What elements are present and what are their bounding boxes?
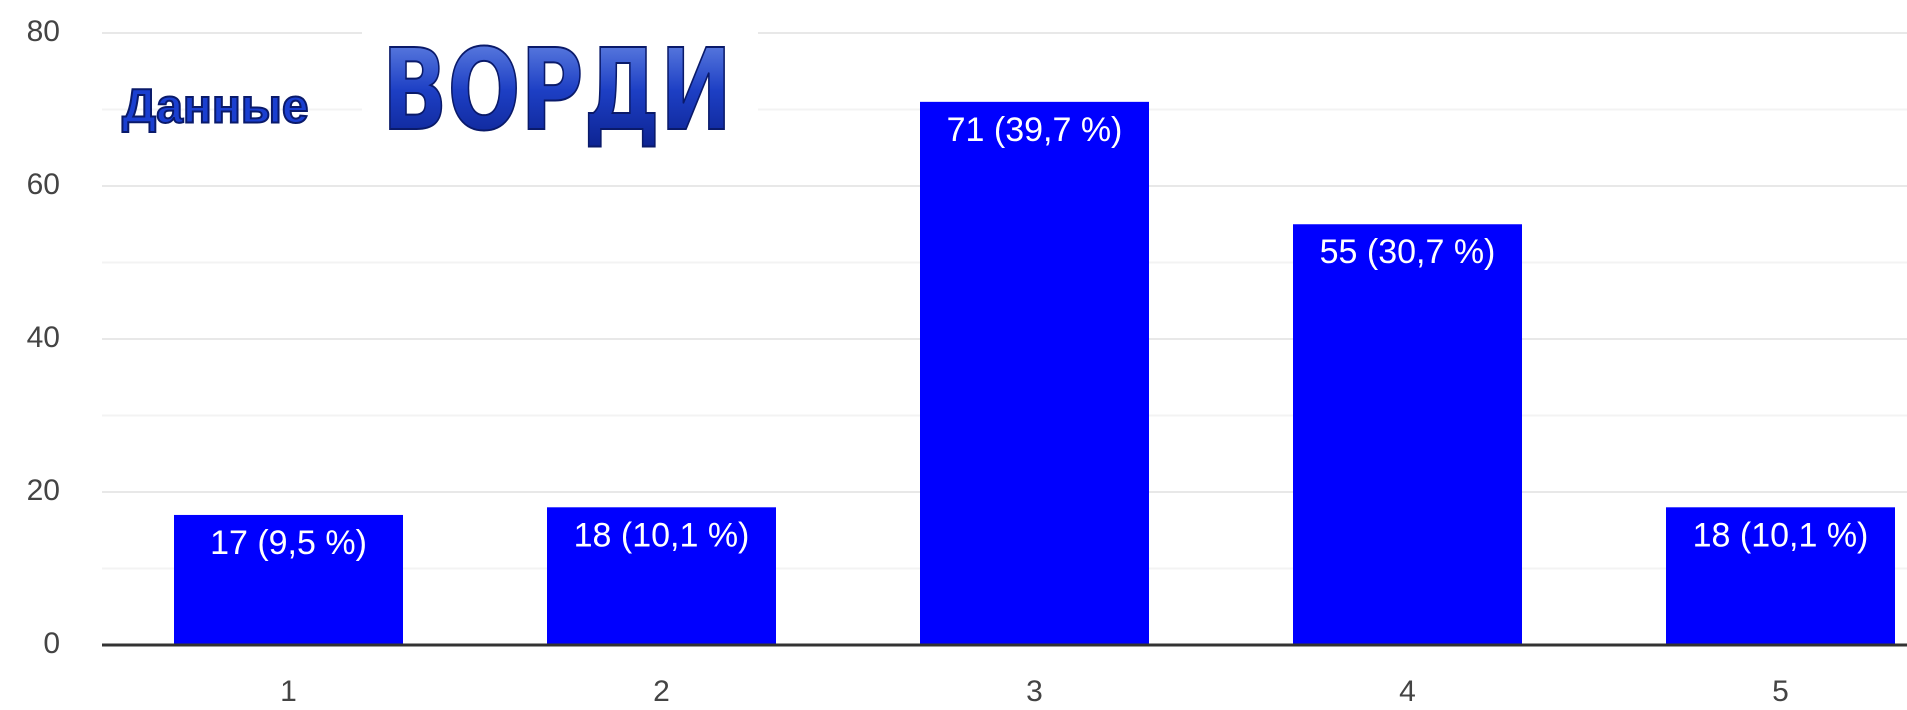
plot-area: 0 20 40 60 80 1 17 (9,5 %) 2 18 (10,1 %) 3 71 (39,… xyxy=(27,15,1907,708)
y-tick-label: 80 xyxy=(27,15,60,48)
x-tick-label: 1 xyxy=(280,675,297,708)
bar xyxy=(1293,224,1522,645)
logo-small: Данные xyxy=(122,81,309,134)
data-label: 18 (10,1 %) xyxy=(1693,516,1869,554)
y-tick-label: 20 xyxy=(27,474,60,507)
data-label: 18 (10,1 %) xyxy=(574,516,750,554)
y-tick-label: 60 xyxy=(27,168,60,201)
data-label: 55 (30,7 %) xyxy=(1320,233,1496,271)
data-label: 71 (39,7 %) xyxy=(947,111,1123,149)
x-tick-label: 3 xyxy=(1026,675,1043,708)
logo-big: ВОРДИ xyxy=(382,26,732,156)
x-tick-label: 4 xyxy=(1399,675,1416,708)
x-tick-label: 5 xyxy=(1772,675,1789,708)
bar xyxy=(920,101,1149,646)
data-label: 17 (9,5 %) xyxy=(210,524,367,562)
bar xyxy=(1666,507,1895,645)
y-tick-label: 40 xyxy=(27,321,60,354)
y-tick-label: 0 xyxy=(43,627,60,660)
logo-background xyxy=(362,22,758,144)
bar xyxy=(174,514,403,645)
x-tick-label: 2 xyxy=(653,675,670,708)
bar xyxy=(547,507,776,645)
